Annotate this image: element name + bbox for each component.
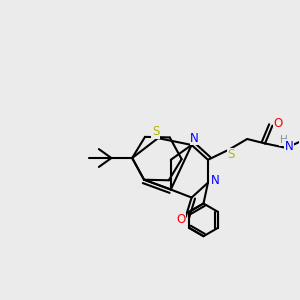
Text: S: S <box>152 125 159 138</box>
Text: O: O <box>177 213 186 226</box>
Text: H: H <box>280 136 287 146</box>
Text: N: N <box>211 174 220 187</box>
Text: N: N <box>285 140 294 153</box>
Text: N: N <box>190 132 199 145</box>
Text: O: O <box>274 117 283 130</box>
Text: S: S <box>227 148 235 161</box>
